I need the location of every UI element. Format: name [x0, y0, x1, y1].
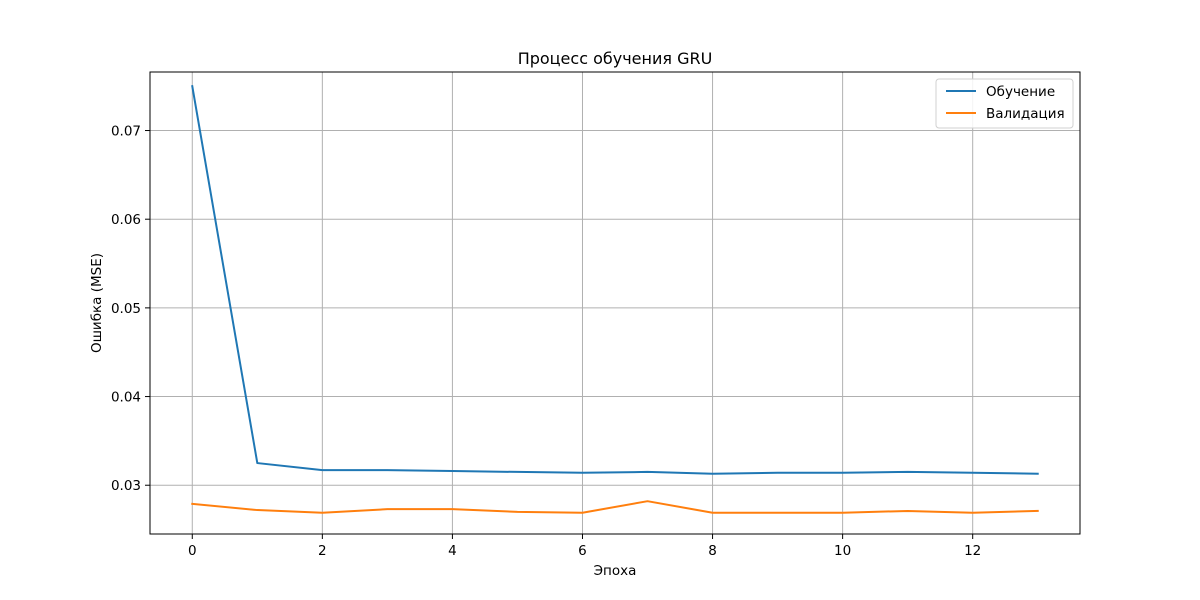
- x-axis-label: Эпоха: [594, 563, 637, 579]
- axis-ticks: 0 2 4 6 8 10 12 0.03 0.04 0.05 0.06 0.07: [111, 124, 981, 559]
- legend-label-validation: Валидация: [986, 106, 1065, 122]
- grid-lines: [150, 72, 1080, 534]
- y-tick-label: 0.03: [111, 478, 141, 494]
- x-tick-label: 12: [964, 543, 981, 559]
- x-tick-label: 0: [188, 543, 197, 559]
- y-axis-label: Ошибка (MSE): [89, 253, 105, 353]
- plot-frame: [149, 71, 1081, 535]
- y-tick-label: 0.06: [111, 212, 141, 228]
- x-tick-label: 4: [448, 543, 457, 559]
- legend: Обучение Валидация: [935, 78, 1074, 129]
- x-tick-label: 6: [578, 543, 587, 559]
- x-tick-label: 10: [834, 543, 851, 559]
- chart-title: Процесс обучения GRU: [518, 49, 713, 68]
- y-tick-label: 0.07: [111, 124, 141, 140]
- y-tick-label: 0.04: [111, 390, 141, 406]
- x-tick-label: 8: [708, 543, 717, 559]
- legend-label-train: Обучение: [986, 84, 1055, 100]
- validation-series-line: [191, 500, 1039, 514]
- train-series-line: [191, 85, 1039, 475]
- y-tick-label: 0.05: [111, 301, 141, 317]
- x-tick-label: 2: [318, 543, 327, 559]
- series-lines: [191, 85, 1039, 514]
